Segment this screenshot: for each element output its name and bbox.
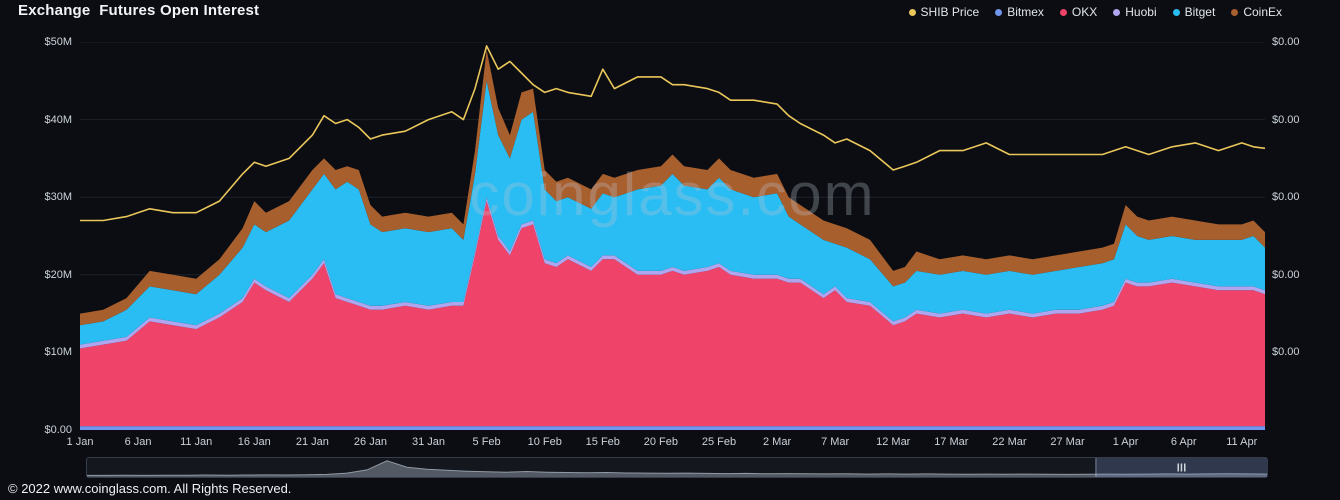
range-navigator[interactable] [86,457,1268,478]
legend-marker-icon [1172,8,1180,16]
x-axis-label: 25 Feb [701,436,737,448]
legend-label: Bitget [1184,5,1216,19]
y-axis-left-label: $50M [44,36,72,48]
legend-label: CoinEx [1243,5,1282,19]
x-axis-label: 11 Apr [1226,436,1258,448]
x-axis-label: 1 Jan [66,436,94,448]
legend-item-okx[interactable]: OKX [1059,5,1098,19]
y-axis-right-label: $0.00 [1272,36,1300,48]
y-axis-left-label: $40M [44,113,72,126]
x-axis-label: 5 Feb [472,436,501,448]
x-axis-label: 1 Apr [1112,436,1139,448]
legend-label: Bitmex [1007,5,1044,19]
x-axis-label: 6 Jan [124,436,152,448]
copyright-text: © 2022 www.coinglass.com. All Rights Res… [8,481,292,496]
legend-marker-icon [1059,8,1067,16]
legend-item-huobi[interactable]: Huobi [1113,5,1157,19]
page-title: Exchange Futures Open Interest [18,2,260,19]
legend-label: OKX [1071,5,1098,19]
legend-marker-icon [1113,8,1121,16]
legend-item-shib-price[interactable]: SHIB Price [908,5,980,19]
x-axis-label: 7 Mar [821,436,850,448]
y-axis-right-label: $0.00 [1272,191,1300,204]
chart-plot-area[interactable] [80,42,1265,430]
x-axis-label: 2 Mar [762,436,792,448]
y-axis-right-label: $0.00 [1272,113,1300,126]
y-axis-left-label: $20M [44,268,72,281]
y-axis-left-label: $10M [44,346,72,359]
x-axis-label: 11 Jan [180,436,213,448]
legend-item-bitget[interactable]: Bitget [1172,5,1216,19]
legend-label: Huobi [1125,5,1157,19]
y-axis-right-label: $0.00 [1272,268,1300,281]
legend-marker-icon [1231,8,1239,16]
x-axis-label: 6 Apr [1170,436,1197,448]
legend-marker-icon [908,8,916,16]
legend-item-coinex[interactable]: CoinEx [1231,5,1282,19]
x-axis-label: 12 Mar [876,436,911,448]
x-axis-label: 31 Jan [412,436,446,448]
x-axis-label: 21 Jan [295,436,329,448]
x-axis-label: 27 Mar [1050,436,1085,448]
y-axis-left-label: $0.00 [44,424,72,436]
x-axis-label: 20 Feb [643,436,678,448]
x-axis-label: 10 Feb [527,436,562,448]
x-axis-label: 16 Jan [237,436,271,448]
stacked-area-chart [80,42,1265,430]
x-axis-label: 15 Feb [585,436,620,448]
legend: SHIB Price Bitmex OKX Huobi Bitget CoinEx [908,5,1282,19]
navigator-mini-chart [87,458,1267,477]
x-axis-label: 26 Jan [353,436,387,448]
legend-label: SHIB Price [920,5,980,19]
legend-marker-icon [995,8,1003,16]
x-axis-label: 22 Mar [992,436,1027,448]
x-axis-label: 17 Mar [934,436,969,448]
y-axis-left-label: $30M [44,191,72,204]
y-axis-right-label: $0.00 [1272,346,1300,359]
legend-item-bitmex[interactable]: Bitmex [995,5,1044,19]
